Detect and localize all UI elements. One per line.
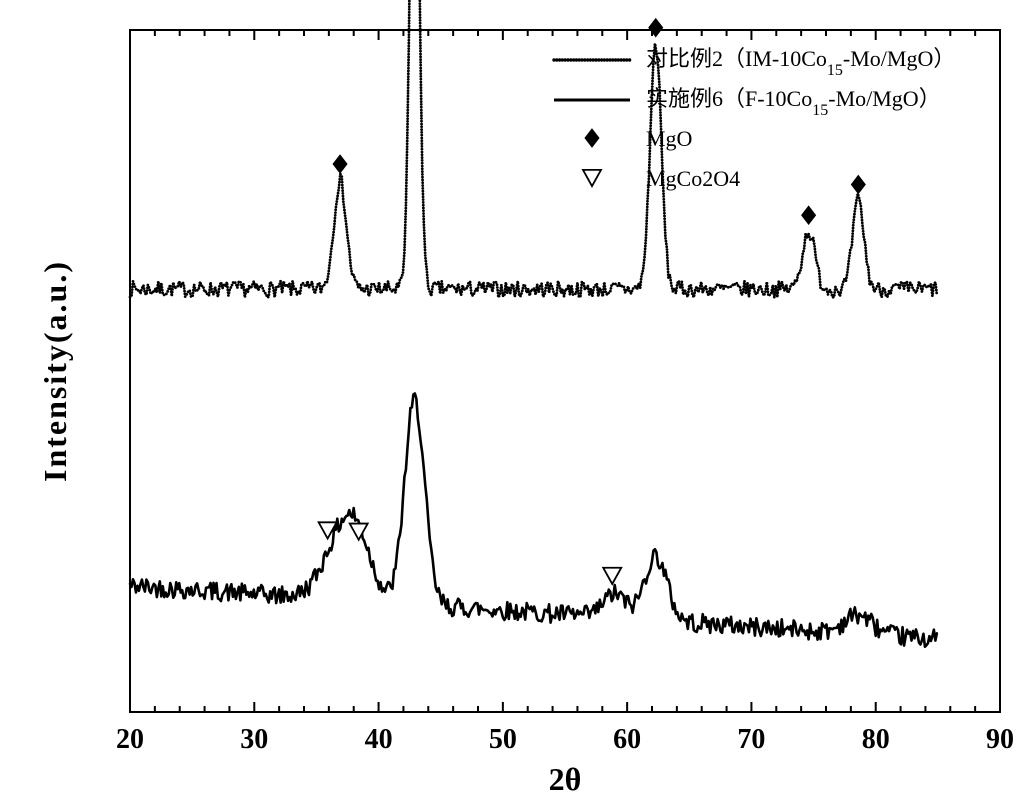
x-tick-label: 50 [489,724,517,755]
legend-label: MgO [646,126,692,151]
diamond-marker [802,206,816,224]
diamond-marker [851,176,865,194]
y-axis-label: Intensity(a.u.) [37,260,73,482]
series-compare2 [129,0,938,299]
triangle-open-marker [350,524,368,540]
diamond-marker [585,129,599,147]
x-tick-label: 90 [986,724,1014,755]
diamond-marker [649,19,663,37]
x-tick-label: 40 [365,724,393,755]
x-tick-label: 60 [613,724,641,755]
x-tick-label: 20 [116,724,144,755]
triangle-open-marker [583,170,601,186]
triangle-open-marker [603,568,621,584]
x-axis-label: 2θ [549,761,582,797]
x-tick-label: 70 [737,724,765,755]
chart-svg: 20 30 40 50 60 70 80 90 2θ Intensity(a.u.) 对比例2（IM… [0,0,1032,803]
legend-label: 实施例6（F-10Co15-Mo/MgO） [646,86,941,119]
legend-label: 对比例2（IM-10Co15-Mo/MgO） [646,46,955,79]
x-tick-label: 80 [862,724,890,755]
xrd-chart: 20 30 40 50 60 70 80 90 2θ Intensity(a.u.) 对比例2（IM… [0,0,1032,803]
x-axis-ticks: 20 30 40 50 60 70 80 90 [116,30,1014,755]
legend: 对比例2（IM-10Co15-Mo/MgO） 实施例6（F-10Co15-Mo/M… [552,46,955,191]
x-tick-label: 30 [240,724,268,755]
series-example6 [130,393,937,646]
legend-label: MgCo2O4 [646,166,740,191]
diamond-marker [333,155,347,173]
